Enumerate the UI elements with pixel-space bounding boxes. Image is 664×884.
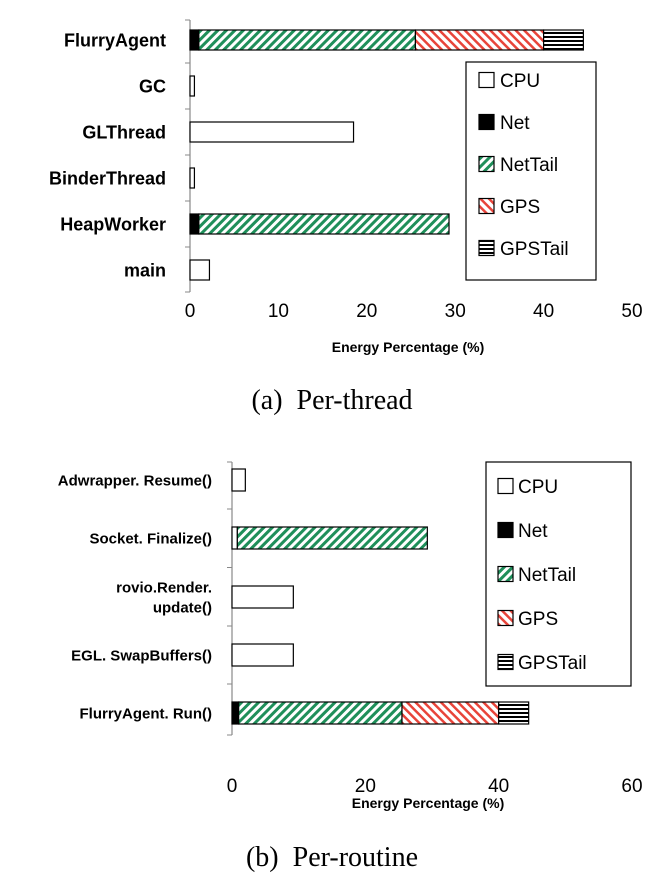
legend-swatch-nettail xyxy=(478,155,495,173)
category-label-egl-swapbuffers: EGL. SwapBuffers() xyxy=(71,647,212,664)
legend-swatch-nettail xyxy=(497,565,514,583)
x-tick-label-0: 0 xyxy=(185,301,196,322)
x-tick-label-10: 10 xyxy=(268,301,289,322)
bar-heapworker-net xyxy=(189,213,200,235)
x-tick-label-20: 20 xyxy=(355,776,376,797)
legend-swatch-cpu xyxy=(478,71,495,89)
chart-per-routine: Adwrapper. Resume() Socket. Finalize() rov… xyxy=(58,461,643,873)
category-label-main: main xyxy=(124,260,166,280)
bar-flurryagent-net xyxy=(189,29,200,51)
bar-socket-finalize-cpu xyxy=(231,526,238,550)
legend-label-cpu: CPU xyxy=(518,477,558,498)
x-tick-label-60: 60 xyxy=(621,776,642,797)
legend-swatch-cpu xyxy=(497,477,514,495)
legend-swatch-net xyxy=(478,113,495,131)
legend-label-gps: GPS xyxy=(500,197,540,218)
category-label-gc: GC xyxy=(139,76,166,96)
bar-heapworker-nettail xyxy=(198,213,450,235)
chart-per-thread: FlurryAgent GC GLThread BinderThread HeapWor… xyxy=(49,19,643,416)
category-label-binderthread: BinderThread xyxy=(49,168,166,188)
bar-flurryagent-run-gpstail xyxy=(498,701,530,725)
legend-label-gps: GPS xyxy=(518,609,558,630)
x-tick-label-40: 40 xyxy=(533,301,554,322)
category-label-heapworker: HeapWorker xyxy=(60,214,166,234)
legend-swatch-net xyxy=(497,521,514,539)
bar-egl-swapbuffers-cpu xyxy=(231,643,294,667)
bar-flurryagent-gpstail xyxy=(542,29,584,51)
legend-swatch-gpstail xyxy=(497,653,514,671)
category-label-glthread: GLThread xyxy=(82,122,166,142)
bar-flurryagent-run-nettail xyxy=(238,701,403,725)
legend-swatch-gps xyxy=(478,197,495,215)
x-axis-label: Energy Percentage (%) xyxy=(332,339,485,355)
bar-flurryagent-run-net xyxy=(231,701,240,725)
legend-label-cpu: CPU xyxy=(500,71,540,92)
legend-swatch-gps xyxy=(497,609,514,627)
x-tick-label-0: 0 xyxy=(227,776,238,797)
legend-label-nettail: NetTail xyxy=(518,565,576,586)
x-axis-label: Energy Percentage (%) xyxy=(352,795,505,811)
legend-label-net: Net xyxy=(500,113,530,134)
bar-rovio-render-update-cpu xyxy=(231,585,294,609)
bar-socket-finalize-nettail xyxy=(236,526,428,550)
bar-adwrapper-resume-cpu xyxy=(231,468,246,492)
x-tick-label-30: 30 xyxy=(445,301,466,322)
bar-flurryagent-nettail xyxy=(198,29,417,51)
bar-gc-cpu xyxy=(189,75,196,97)
bar-glthread-cpu xyxy=(189,121,355,143)
x-tick-label-50: 50 xyxy=(621,301,642,322)
bar-flurryagent-gps xyxy=(414,29,545,51)
category-label-flurryagent: FlurryAgent xyxy=(64,30,166,50)
category-label-rovio-render-update: rovio.Render. update() xyxy=(116,579,212,616)
legend-label-gpstail: GPSTail xyxy=(518,653,587,674)
legend-label-net: Net xyxy=(518,521,548,542)
category-label-flurryagent-run: FlurryAgent. Run() xyxy=(80,705,213,722)
legend-label-gpstail: GPSTail xyxy=(500,239,569,260)
legend-swatch-gpstail xyxy=(478,239,495,257)
bar-flurryagent-run-gps xyxy=(401,701,500,725)
legend-label-nettail: NetTail xyxy=(500,155,558,176)
x-tick-label-40: 40 xyxy=(488,776,509,797)
figure-caption: (a) Per-thread xyxy=(251,385,412,416)
figure-caption: (b) Per-routine xyxy=(246,842,418,873)
bar-main-cpu xyxy=(189,259,211,281)
category-label-socket-finalize: Socket. Finalize() xyxy=(89,530,212,547)
bar-binderthread-cpu xyxy=(189,167,196,189)
x-tick-label-20: 20 xyxy=(356,301,377,322)
category-label-adwrapper-resume: Adwrapper. Resume() xyxy=(58,472,212,489)
